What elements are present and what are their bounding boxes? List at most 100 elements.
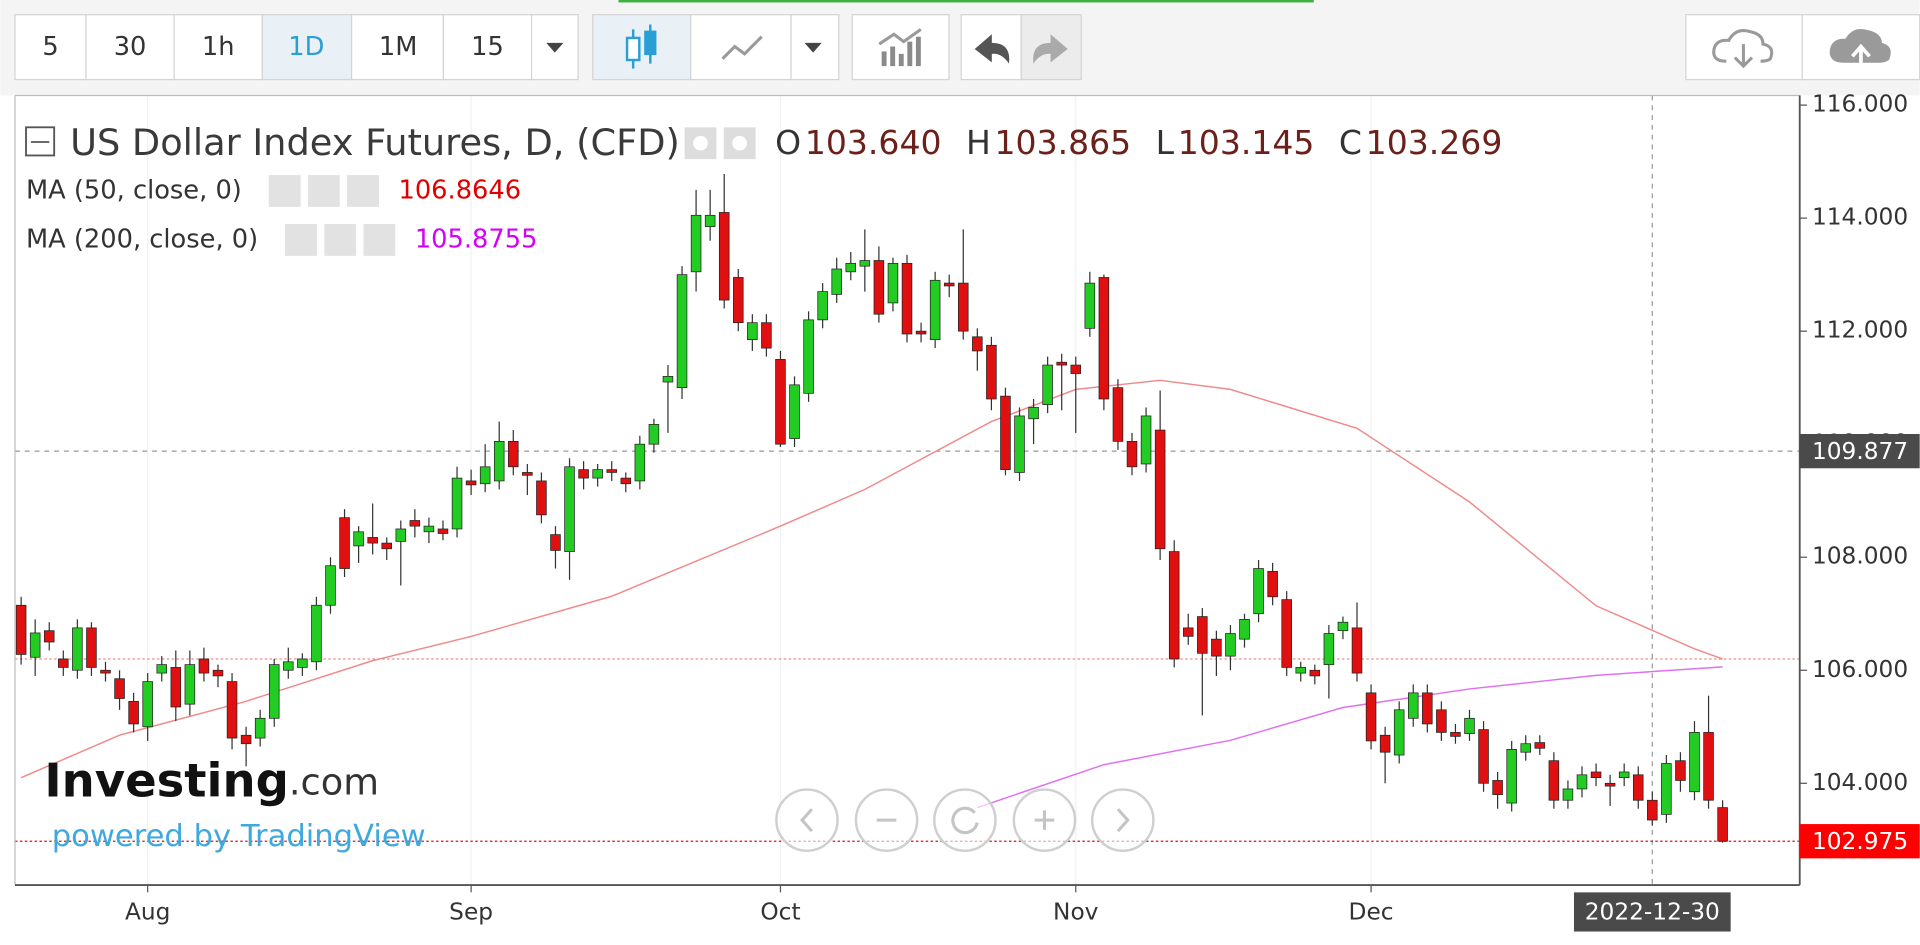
redo-icon (1033, 34, 1068, 64)
ohlc-value: 103.865 (995, 123, 1132, 162)
navigation-buttons (775, 788, 1155, 852)
candle-body (915, 330, 927, 335)
candle-body (1464, 717, 1475, 734)
ohlc-value: 103.145 (1178, 123, 1315, 162)
candle-body (128, 700, 139, 725)
candle-body (1042, 364, 1053, 405)
y-tick-label: 112.000 (1812, 317, 1908, 344)
interval-label-active: 1D (288, 32, 324, 62)
candle-body (1154, 429, 1166, 550)
candle-body (1365, 692, 1377, 742)
candle-body (479, 466, 491, 485)
candle-body (1689, 732, 1700, 793)
ohlc-key: H (966, 123, 991, 162)
ma-gear-icon[interactable] (324, 224, 357, 256)
candle-body (943, 282, 955, 287)
interval-button[interactable] (14, 14, 87, 81)
ma-value: 105.8755 (415, 224, 538, 254)
indicators-button[interactable] (851, 14, 950, 81)
ma-eye-icon[interactable] (268, 175, 301, 207)
ohlc-key: L (1156, 123, 1175, 162)
candle-body (958, 282, 969, 332)
candle-body (395, 528, 407, 542)
candle-body (1604, 782, 1616, 787)
candle-body (1632, 774, 1644, 801)
candle-body (283, 661, 294, 671)
moving-average-line (977, 666, 1723, 809)
x-tick-label: Aug (125, 899, 170, 926)
indicators-icon (878, 28, 922, 67)
axes: 104.000106.000108.000110.000112.000114.0… (14, 91, 1920, 932)
candle-body (1211, 638, 1222, 657)
ma-eye-icon[interactable] (285, 224, 317, 256)
candle-body (156, 664, 168, 674)
candles (15, 174, 1728, 843)
ma-close-icon[interactable] (347, 175, 379, 207)
scroll-right-button[interactable] (1090, 788, 1155, 852)
x-tick-label: Sep (449, 899, 493, 926)
ma-gear-icon[interactable] (307, 175, 340, 207)
candle-body (1168, 551, 1180, 660)
candle-body (1647, 799, 1658, 821)
candle-body (381, 542, 392, 550)
candle-body (339, 517, 350, 569)
candle-body (1478, 729, 1489, 784)
candle-body (43, 630, 55, 643)
candle-body (578, 469, 589, 479)
candle-body (634, 443, 646, 482)
nav-glyphs (800, 806, 1130, 835)
interval-button[interactable] (351, 14, 445, 81)
candle-body (662, 376, 674, 383)
candle-body (1351, 627, 1363, 674)
candle-body (1590, 771, 1602, 779)
ma-legend: MA (50, close, 0) 106.8646 MA (200, close,… (26, 175, 537, 256)
candle-body (15, 604, 27, 655)
y-tick-label: 104.000 (1812, 769, 1908, 796)
chart-style-button[interactable] (592, 14, 692, 81)
candle-body (972, 336, 983, 352)
crosshair-x-box (1573, 892, 1731, 932)
candle-body (423, 525, 435, 533)
crosshair-y-label: 109.877 (1812, 438, 1908, 465)
candle-body (1084, 282, 1096, 329)
candle-body (353, 531, 364, 547)
candle-body (1618, 771, 1630, 779)
candle-body (789, 384, 800, 439)
x-tick-label: Nov (1053, 899, 1099, 926)
line-style-button[interactable] (690, 14, 792, 81)
candle-body (409, 520, 421, 527)
interval-label: 15 (471, 32, 504, 62)
candle-body (1323, 633, 1335, 665)
candle-body (1140, 415, 1152, 465)
candle-body (1534, 742, 1546, 749)
candle-body (690, 214, 702, 273)
cloud-download-icon (1712, 28, 1774, 63)
candle-body (1253, 568, 1264, 615)
ohlc-value: 103.269 (1366, 123, 1503, 162)
powered-by: powered by TradingView (52, 819, 426, 854)
collapse-icon[interactable] (25, 126, 56, 157)
scroll-left-button[interactable] (775, 788, 839, 852)
candle-body (58, 658, 69, 668)
grid (15, 95, 1800, 886)
interval-button[interactable] (442, 14, 533, 81)
ohlc-legend: O 103.640 H 103.865 L 103.145 C 103.269 (775, 123, 1502, 162)
candle-body (803, 319, 814, 394)
ohlc-key: O (775, 123, 801, 162)
brand: Investing (44, 753, 289, 807)
candle-body (704, 214, 716, 227)
line-icon (721, 35, 763, 60)
interval-label: 1h (202, 32, 235, 62)
candle-icon (625, 24, 657, 69)
ma-name: MA (200, close, 0) (26, 224, 258, 254)
candle-body (1225, 633, 1236, 657)
ma-close-icon[interactable] (363, 224, 396, 256)
moving-average-line (20, 379, 1723, 779)
interval-button-active[interactable] (261, 14, 353, 81)
candle-body (170, 667, 182, 708)
reset-button[interactable] (933, 788, 997, 852)
brand-suffix: .com (289, 760, 379, 803)
ma-name: MA (50, close, 0) (26, 175, 242, 205)
candle-body (1548, 760, 1560, 801)
